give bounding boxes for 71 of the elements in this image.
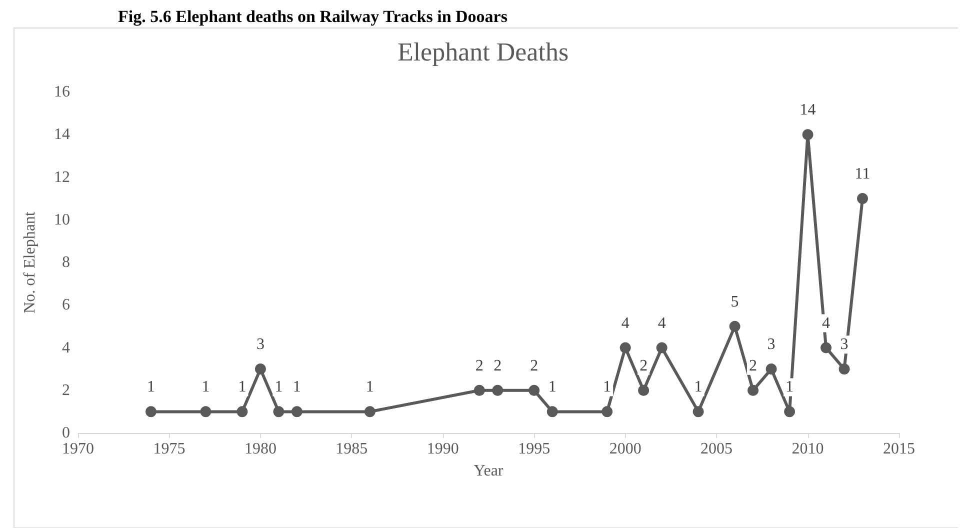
point [474, 384, 485, 396]
x-tick-label: 2010 [792, 440, 824, 458]
y-tick-label: 16 [54, 84, 70, 100]
y-tick-label: 6 [62, 296, 70, 314]
point [656, 342, 668, 354]
x-tick-label: 2000 [609, 440, 642, 458]
y-tick-label: 0 [62, 424, 70, 442]
data-label: 1 [603, 378, 612, 396]
data-label: 1 [786, 378, 794, 396]
y-tick-label: 12 [54, 168, 70, 186]
point [602, 406, 613, 418]
point [784, 406, 796, 418]
point [546, 406, 558, 418]
point [145, 406, 156, 418]
point [802, 129, 814, 140]
x-tick-label: 2005 [700, 440, 733, 458]
point [692, 406, 704, 418]
point [273, 406, 284, 418]
y-tick-label: 14 [54, 126, 70, 144]
data-label: 2 [640, 357, 648, 374]
data-label: 1 [548, 378, 556, 396]
point [254, 364, 266, 375]
point [729, 320, 740, 332]
point [528, 384, 540, 396]
data-label: 1 [238, 378, 246, 396]
data-label: 5 [730, 293, 739, 310]
point [492, 384, 504, 396]
data-label: 4 [621, 314, 630, 332]
point [620, 342, 631, 354]
data-label: 2 [494, 357, 502, 374]
point [857, 193, 868, 204]
chart-title: Elephant Deaths [397, 38, 569, 66]
y-axis-title: No. of Elephant [22, 211, 38, 314]
data-label: 1 [274, 378, 283, 396]
y-tick-label: 4 [62, 339, 70, 356]
x-tick-label: 1990 [426, 440, 459, 458]
y-tick-label: 10 [54, 211, 70, 228]
point [820, 342, 832, 354]
data-label: 1 [694, 378, 702, 396]
data-label: 3 [256, 336, 264, 354]
caption: Fig. 5.6 Elephant deaths on Railway Tracks in Dooars [118, 7, 508, 26]
x-tick-label: 2015 [883, 440, 915, 458]
data-label: 4 [822, 314, 830, 332]
point [766, 364, 777, 375]
point [638, 384, 650, 396]
point [291, 406, 302, 418]
x-tick-label: 1995 [518, 440, 550, 458]
data-label: 2 [530, 357, 538, 374]
data-label: 2 [749, 357, 758, 374]
data-label: 11 [854, 166, 870, 183]
x-tick-label: 1980 [244, 440, 276, 458]
data-label: 2 [475, 357, 484, 374]
data-label: 4 [658, 314, 666, 332]
point [236, 406, 248, 418]
data-label: 1 [202, 378, 210, 396]
data-label: 1 [366, 378, 374, 396]
point [748, 384, 759, 396]
point [364, 406, 376, 418]
point [838, 364, 850, 375]
data-label: 1 [292, 378, 301, 396]
data-label: 1 [146, 378, 155, 396]
x-axis-title: Year [474, 462, 504, 480]
x-tick-label: 1970 [62, 440, 94, 458]
data-label: 3 [767, 336, 776, 354]
point [200, 406, 212, 418]
x-tick-label: 1985 [336, 440, 368, 458]
y-tick-label: 8 [62, 254, 70, 271]
y-tick-label: 2 [62, 382, 70, 399]
data-label: 3 [840, 336, 848, 354]
x-tick-label: 1975 [153, 440, 186, 458]
data-label: 14 [800, 102, 816, 119]
